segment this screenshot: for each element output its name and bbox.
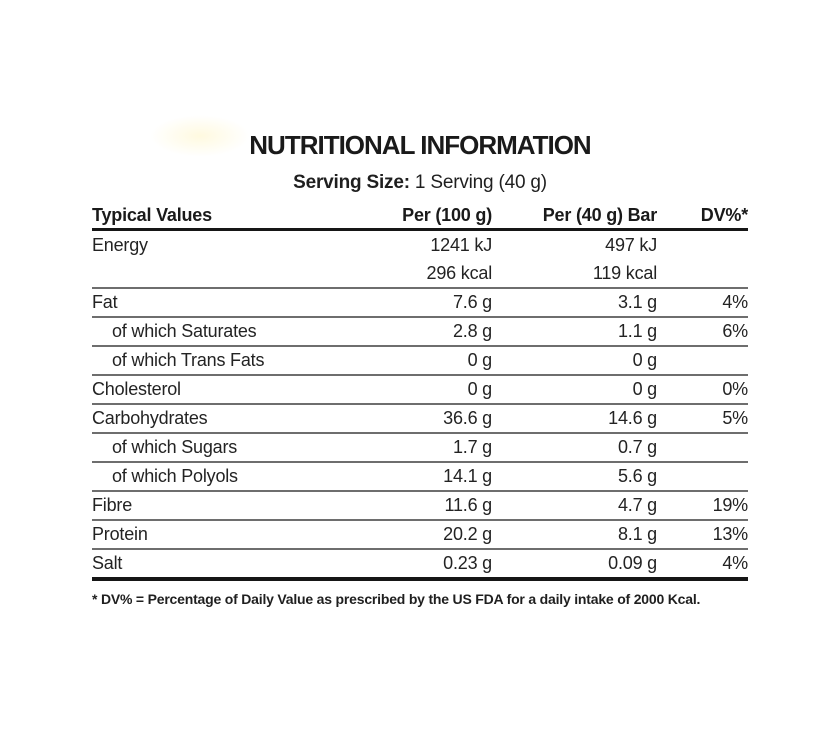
- cell-dv: [657, 347, 748, 374]
- cell-per100: 0 g: [467, 379, 492, 399]
- table-row: 296 kcal 119 kcal: [92, 260, 748, 289]
- table-header-row: Typical Values Per (100 g) Per (40 g) Ba…: [92, 202, 748, 231]
- cell-dv: [657, 260, 748, 287]
- cell-dv: 4%: [722, 553, 748, 573]
- cell-per100: 0.23 g: [443, 553, 492, 573]
- serving-size-label: Serving Size:: [293, 172, 410, 193]
- cell-per100: 0 g: [467, 350, 492, 370]
- cell-per100: 1241 kJ: [430, 235, 492, 255]
- cell-per40: 14.6 g: [608, 408, 657, 428]
- header-per-40g-bar: Per (40 g) Bar: [542, 205, 657, 225]
- cell-dv: 13%: [712, 524, 748, 544]
- table-body: Energy 1241 kJ 497 kJ 296 kcal 119 kcal Fat 7.…: [92, 231, 748, 581]
- cell-name: Energy: [92, 235, 148, 255]
- cell-per40: 497 kJ: [605, 235, 657, 255]
- cell-dv: [657, 231, 748, 260]
- cell-name: Fat: [92, 292, 118, 312]
- cell-per40: 0 g: [632, 350, 657, 370]
- cell-name: of which Saturates: [112, 321, 257, 341]
- serving-size-value: 1 Serving (40 g): [409, 172, 547, 193]
- dv-footnote: * DV% = Percentage of Daily Value as pre…: [92, 591, 701, 607]
- cell-name: Salt: [92, 553, 123, 573]
- cell-dv: 5%: [722, 408, 748, 428]
- table-row: of which Sugars 1.7 g 0.7 g: [92, 434, 748, 463]
- table-row: Fat 7.6 g 3.1 g 4%: [92, 289, 748, 318]
- cell-name: of which Trans Fats: [112, 350, 265, 370]
- label-content: NUTRITIONAL INFORMATION Serving Size: 1 …: [92, 0, 748, 608]
- cell-dv: 0%: [722, 379, 748, 399]
- cell-per100: 2.8 g: [452, 321, 492, 341]
- table-row: Energy 1241 kJ 497 kJ: [92, 231, 748, 260]
- cell-name: of which Sugars: [112, 437, 238, 457]
- table-row: Carbohydrates 36.6 g 14.6 g 5%: [92, 405, 748, 434]
- header-per-100g: Per (100 g): [402, 205, 492, 225]
- page-title: NUTRITIONAL INFORMATION: [249, 130, 591, 160]
- cell-per100: 11.6 g: [444, 495, 492, 515]
- serving-size-line: Serving Size: 1 Serving (40 g): [92, 172, 748, 194]
- cell-name: Fibre: [92, 495, 133, 515]
- cell-per40: 3.1 g: [617, 292, 657, 312]
- header-dv-percent: DV%*: [700, 205, 748, 225]
- cell-per40: 119 kcal: [592, 263, 657, 283]
- cell-name: Carbohydrates: [92, 408, 208, 428]
- cell-name: [92, 260, 332, 287]
- cell-dv: [657, 463, 748, 490]
- cell-dv: [657, 434, 748, 461]
- cell-per40: 0.09 g: [608, 553, 657, 573]
- cell-name: of which Polyols: [112, 466, 238, 486]
- header-typical-values: Typical Values: [92, 205, 212, 225]
- cell-per100: 36.6 g: [443, 408, 492, 428]
- cell-per40: 0.7 g: [617, 437, 657, 457]
- nutrition-table: Typical Values Per (100 g) Per (40 g) Ba…: [92, 202, 748, 581]
- table-row: Protein 20.2 g 8.1 g 13%: [92, 521, 748, 550]
- cell-name: Cholesterol: [92, 379, 181, 399]
- table-row: Fibre 11.6 g 4.7 g 19%: [92, 492, 748, 521]
- cell-per100: 296 kcal: [426, 263, 492, 283]
- cell-per40: 1.1 g: [617, 321, 657, 341]
- cell-per40: 5.6 g: [617, 466, 657, 486]
- cell-dv: 6%: [722, 321, 748, 341]
- cell-per100: 7.6 g: [452, 292, 492, 312]
- cell-per100: 20.2 g: [443, 524, 492, 544]
- cell-name: Protein: [92, 524, 148, 544]
- cell-dv: 4%: [722, 292, 748, 312]
- cell-per100: 1.7 g: [452, 437, 492, 457]
- table-row: Cholesterol 0 g 0 g 0%: [92, 376, 748, 405]
- cell-dv: 19%: [712, 495, 748, 515]
- cell-per40: 8.1 g: [617, 524, 657, 544]
- table-row: of which Saturates 2.8 g 1.1 g 6%: [92, 318, 748, 347]
- table-row: Salt 0.23 g 0.09 g 4%: [92, 550, 748, 581]
- cell-per100: 14.1 g: [443, 466, 492, 486]
- table-row: of which Trans Fats 0 g 0 g: [92, 347, 748, 376]
- cell-per40: 4.7 g: [617, 495, 657, 515]
- table-row: of which Polyols 14.1 g 5.6 g: [92, 463, 748, 492]
- cell-per40: 0 g: [632, 379, 657, 399]
